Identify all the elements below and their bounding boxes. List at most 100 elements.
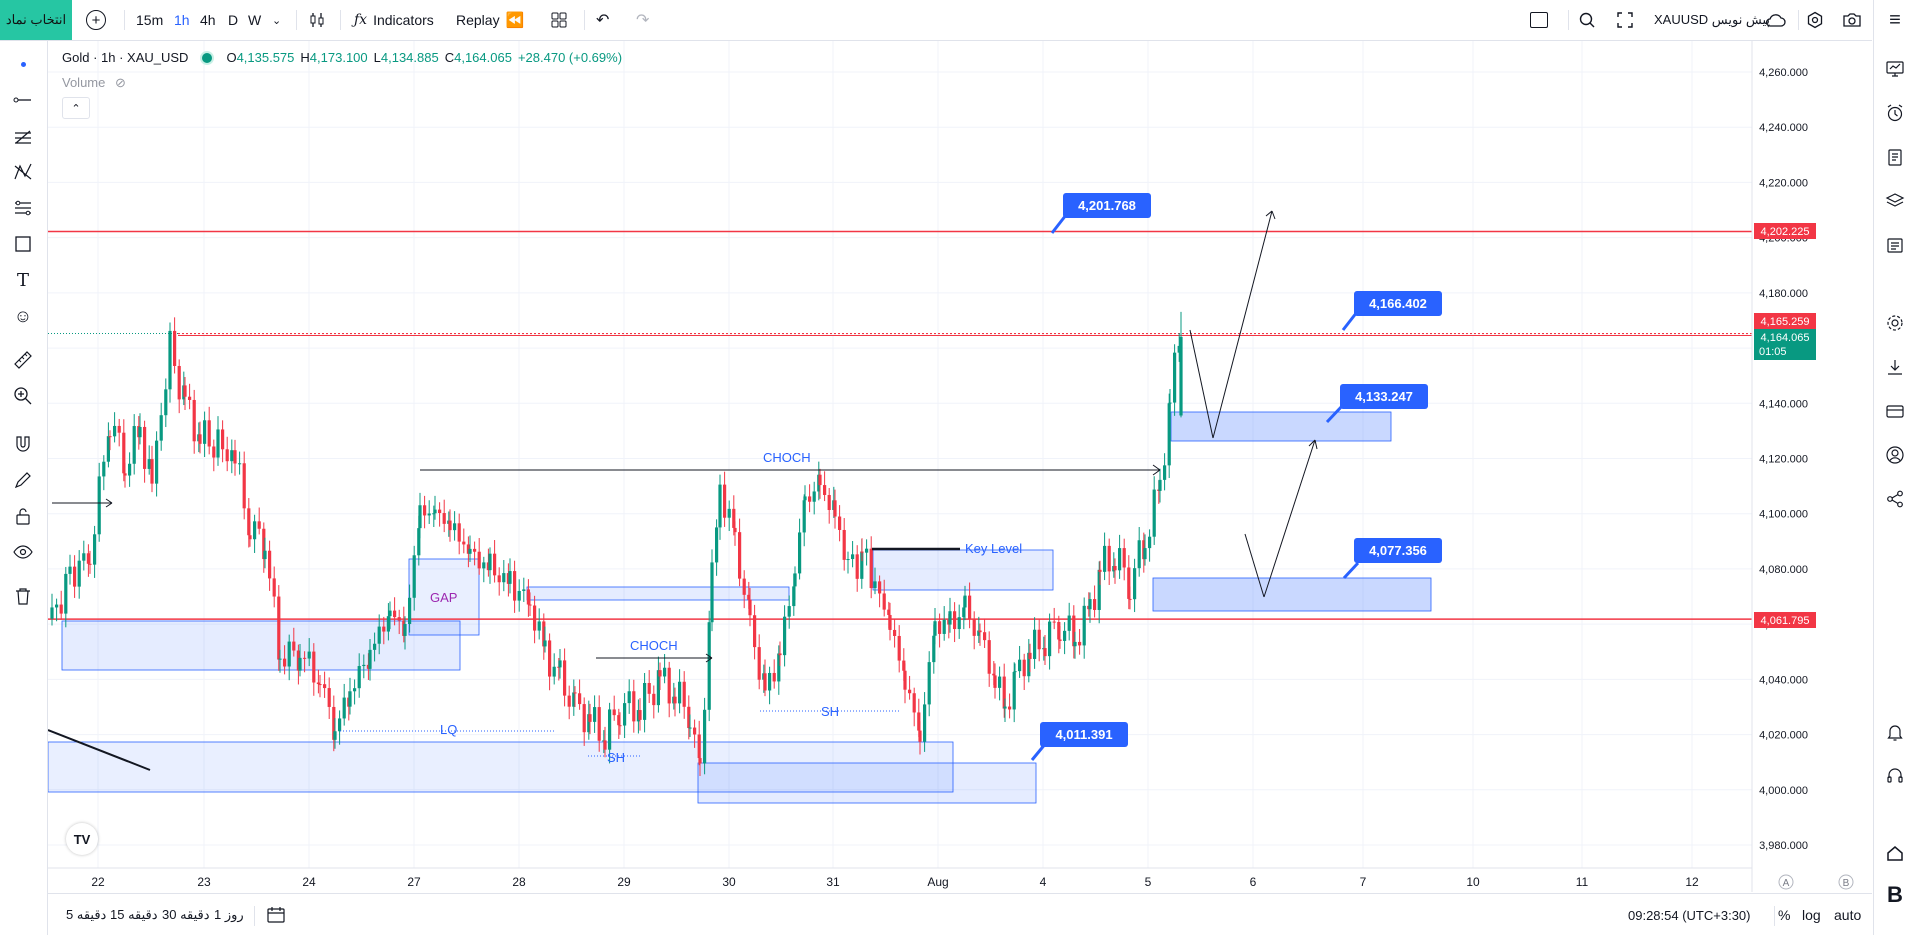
menu-button[interactable]: ≡ xyxy=(1880,5,1910,35)
time-tick-label: 12 xyxy=(1685,875,1699,889)
shapes-tool[interactable] xyxy=(8,229,38,259)
toolbar-divider xyxy=(296,10,297,30)
range-1d[interactable]: 1 روز xyxy=(214,907,244,922)
chart-type-button[interactable] xyxy=(308,0,326,40)
candle-down-body xyxy=(143,426,147,469)
price-axis-labels: 4,202.225 4,165.259 4,164.065 01:05 4,06… xyxy=(1754,223,1816,628)
timeframe-15m[interactable]: 15m xyxy=(136,12,164,28)
percent-scale-toggle[interactable]: % xyxy=(1778,907,1791,923)
settings-button[interactable] xyxy=(1806,0,1824,40)
cursor-tool[interactable] xyxy=(8,49,38,79)
candle-up-body xyxy=(543,640,547,647)
auto-scale-toggle[interactable]: auto xyxy=(1834,907,1862,923)
range-15m[interactable]: 15 دقیقه xyxy=(110,907,158,922)
screenshot-button[interactable] xyxy=(1842,0,1862,40)
candle-up-body xyxy=(1133,568,1137,600)
pattern-tool[interactable] xyxy=(8,157,38,187)
candle-down-body xyxy=(748,599,752,616)
price-chart[interactable]: CHOCH CHOCH GAP LQ SH SH Key Level 4,201… xyxy=(48,41,1872,892)
indicators-button[interactable]: ƒx Indicators xyxy=(354,0,434,40)
price-tick-label: 4,080.000 xyxy=(1759,564,1808,576)
object-tree-button[interactable] xyxy=(1880,186,1910,216)
collapse-legend-button[interactable]: ⌃ xyxy=(62,97,90,119)
candle-down-body xyxy=(438,509,442,514)
clock-timezone[interactable]: 09:28:54 (UTC+3:30) xyxy=(1628,907,1751,923)
choch-label-top: CHOCH xyxy=(763,450,811,465)
drawing-mode-tool[interactable] xyxy=(8,465,38,495)
home-button[interactable] xyxy=(1880,838,1910,868)
candle-down-body xyxy=(738,532,742,579)
profile-button[interactable] xyxy=(1880,440,1910,470)
user-icon xyxy=(1886,446,1904,464)
eye-hidden-icon[interactable]: ⊘ xyxy=(115,75,126,90)
emoji-tool[interactable]: ☺ xyxy=(8,301,38,331)
candle-down-body xyxy=(888,614,892,630)
range-5m[interactable]: 5 دقیقه xyxy=(66,907,107,922)
share-button[interactable] xyxy=(1880,484,1910,514)
brand-button[interactable]: B xyxy=(1880,880,1910,910)
price-axis: 4,260.0004,240.0004,220.0004,200.0004,18… xyxy=(1751,41,1808,892)
notes-button[interactable] xyxy=(1880,142,1910,172)
candle-up-body xyxy=(50,607,54,619)
alerts-button[interactable] xyxy=(1880,98,1910,128)
price-tick-label: 4,100.000 xyxy=(1759,509,1808,521)
replay-button[interactable]: Replay ⏪ xyxy=(456,0,524,40)
fullscreen-toggle[interactable] xyxy=(1530,0,1548,40)
download-button[interactable] xyxy=(1880,352,1910,382)
candle-up-body xyxy=(792,586,796,607)
lock-tool[interactable] xyxy=(8,501,38,531)
arrow-head xyxy=(1152,469,1161,476)
delete-tool[interactable] xyxy=(8,581,38,611)
candle-up-body xyxy=(338,718,342,732)
chart-settings-button[interactable] xyxy=(1880,308,1910,338)
cloud-save-button[interactable] xyxy=(1764,0,1786,40)
trendline-tool[interactable] xyxy=(8,85,38,115)
chevron-down-icon[interactable]: ⌄ xyxy=(272,14,282,27)
candle-down-body xyxy=(207,420,211,447)
go-to-date-button[interactable] xyxy=(266,894,286,936)
layout-button[interactable] xyxy=(550,0,568,40)
measure-tool[interactable] xyxy=(8,345,38,375)
layout-name[interactable]: XAUUSD پیش نویس xyxy=(1654,12,1771,27)
candle-down-body xyxy=(647,683,651,694)
candle-down-body xyxy=(123,473,127,476)
series-title[interactable]: Gold · 1h · XAU_USD xyxy=(62,50,189,65)
volume-indicator[interactable]: Volume ⊘ xyxy=(62,75,126,91)
callout-4011: 4,011.391 xyxy=(1030,722,1128,761)
callout-box xyxy=(1354,538,1442,563)
notifications-button[interactable] xyxy=(1880,717,1910,747)
brokers-button[interactable] xyxy=(1880,396,1910,426)
add-symbol-button[interactable]: + xyxy=(86,0,106,40)
undo-button[interactable]: ↶ xyxy=(596,0,609,40)
zoom-tool[interactable] xyxy=(8,381,38,411)
watchlist-button[interactable] xyxy=(1880,54,1910,84)
magnet-tool[interactable] xyxy=(8,429,38,459)
candle-down-body xyxy=(1127,567,1131,599)
timeframe-d[interactable]: D xyxy=(228,12,239,28)
chart-pane[interactable]: CHOCH CHOCH GAP LQ SH SH Key Level 4,201… xyxy=(48,41,1872,892)
drawing-labels: CHOCH CHOCH GAP LQ SH SH Key Level xyxy=(430,450,1022,765)
support-button[interactable] xyxy=(1880,761,1910,791)
symbol-search-button[interactable]: انتخاب نماد xyxy=(0,0,72,40)
b-logo-icon: B xyxy=(1887,882,1903,907)
candle-down-body xyxy=(462,541,466,545)
candle-down-body xyxy=(823,485,827,495)
candle-up-body xyxy=(1163,465,1167,480)
forecast-tool[interactable] xyxy=(8,193,38,223)
timeframe-4h[interactable]: 4h xyxy=(200,12,216,28)
text-tool[interactable]: T xyxy=(8,265,38,295)
calendar-button[interactable] xyxy=(1880,230,1910,260)
tradingview-logo[interactable]: TV xyxy=(66,823,98,855)
expand-button[interactable] xyxy=(1616,0,1634,40)
range-30m[interactable]: 30 دقیقه xyxy=(162,907,210,922)
candle-down-body xyxy=(1008,706,1012,710)
log-scale-toggle[interactable]: log xyxy=(1802,907,1821,923)
timeframe-1h[interactable]: 1h xyxy=(174,12,190,28)
candle-down-body xyxy=(457,523,461,542)
visibility-tool[interactable] xyxy=(8,537,38,567)
timeframe-w[interactable]: W xyxy=(248,12,262,28)
redo-button[interactable]: ↷ xyxy=(636,0,649,40)
candle-up-body xyxy=(348,691,352,707)
quick-search-button[interactable] xyxy=(1578,0,1596,40)
fib-tool[interactable] xyxy=(8,121,38,151)
